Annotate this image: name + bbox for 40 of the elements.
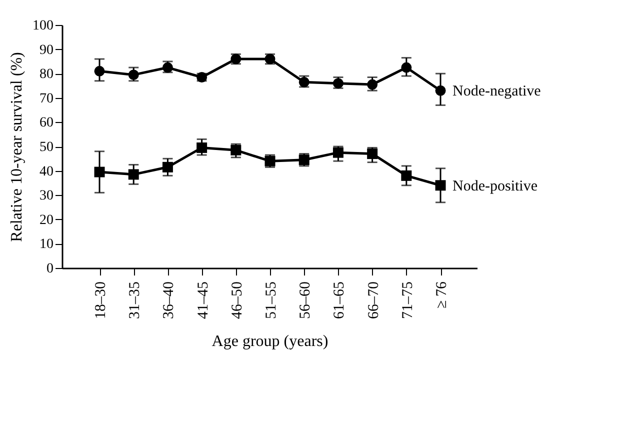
y-tick-label: 20 (40, 212, 54, 228)
point (332, 147, 344, 158)
point (162, 162, 173, 172)
point (94, 66, 105, 76)
x-tick-label: 41–45 (195, 282, 212, 319)
y-axis-title: Relative 10-year survival (%) (8, 52, 26, 242)
y-tick-label: 80 (40, 67, 54, 82)
x-tick-label: 31–35 (127, 282, 144, 319)
point (128, 169, 139, 180)
point (128, 70, 139, 80)
point (230, 144, 242, 156)
y-tick-label: 0 (46, 262, 54, 276)
point (196, 142, 208, 153)
x-tick-label: 18–30 (93, 282, 110, 319)
x-tick-label: 61–65 (332, 282, 348, 319)
x-tick-label: 46–50 (229, 282, 246, 319)
y-tick-label: 30 (40, 188, 54, 204)
x-tick-label: 66–70 (366, 282, 382, 319)
x-tick-label: 36–40 (161, 282, 178, 319)
point (401, 62, 412, 73)
point (367, 148, 378, 160)
point (435, 85, 446, 96)
y-tick-label: 60 (40, 116, 54, 131)
y-tick-label: 90 (40, 42, 54, 58)
x-tick-label: 51–55 (264, 282, 280, 319)
series-label: Node-negative (452, 84, 542, 100)
y-tick-label: 100 (32, 18, 54, 34)
series-label: Node-positive (452, 178, 538, 194)
point (435, 180, 446, 191)
y-tick-label: 50 (40, 140, 54, 155)
x-tick-label: ≥ 76 (434, 281, 450, 308)
y-tick-label: 70 (40, 91, 54, 106)
point (401, 170, 412, 181)
x-axis-title: Age group (years) (212, 333, 328, 350)
x-tick-label: 56–60 (298, 282, 314, 319)
point (367, 79, 378, 90)
x-tick-label: 71–75 (400, 282, 416, 319)
point (94, 166, 105, 178)
y-tick-label: 10 (40, 237, 54, 252)
y-tick-label: 40 (40, 164, 54, 180)
